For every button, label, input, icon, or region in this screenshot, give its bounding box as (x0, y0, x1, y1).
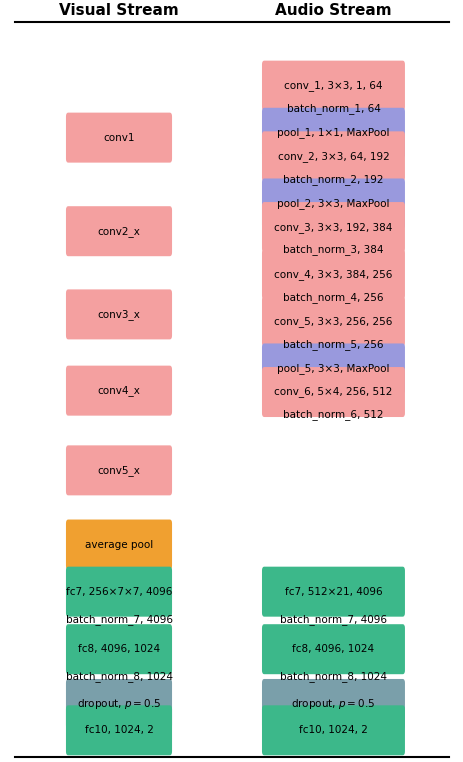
Text: batch_norm_7, 4096: batch_norm_7, 4096 (279, 614, 386, 625)
Text: fc10, 1024, 2: fc10, 1024, 2 (84, 725, 153, 735)
Text: dropout, $p = 0.5$: dropout, $p = 0.5$ (77, 697, 161, 711)
Text: fc7, 256×7×7, 4096: fc7, 256×7×7, 4096 (66, 587, 172, 597)
FancyBboxPatch shape (262, 107, 404, 158)
FancyBboxPatch shape (262, 178, 404, 229)
Text: batch_norm_7, 4096: batch_norm_7, 4096 (65, 614, 172, 625)
Text: batch_norm_4, 256: batch_norm_4, 256 (282, 292, 383, 303)
Text: conv4_x: conv4_x (97, 385, 140, 396)
FancyBboxPatch shape (262, 367, 404, 417)
Text: conv5_x: conv5_x (97, 465, 140, 475)
Text: conv_4, 3×3, 384, 256: conv_4, 3×3, 384, 256 (274, 269, 392, 280)
Text: fc8, 4096, 1024: fc8, 4096, 1024 (78, 644, 160, 655)
Text: batch_norm_1, 64: batch_norm_1, 64 (286, 103, 380, 114)
Text: batch_norm_3, 384: batch_norm_3, 384 (282, 245, 383, 255)
FancyBboxPatch shape (66, 366, 172, 415)
FancyBboxPatch shape (262, 296, 404, 346)
Text: conv_1, 3×3, 1, 64: conv_1, 3×3, 1, 64 (284, 80, 382, 91)
FancyBboxPatch shape (262, 249, 404, 299)
Text: pool_1, 1×1, MaxPool: pool_1, 1×1, MaxPool (276, 127, 389, 138)
Text: conv2_x: conv2_x (97, 226, 140, 237)
FancyBboxPatch shape (262, 202, 404, 252)
FancyBboxPatch shape (262, 344, 404, 393)
Text: fc8, 4096, 1024: fc8, 4096, 1024 (292, 644, 374, 655)
FancyBboxPatch shape (66, 706, 172, 755)
Text: pool_5, 3×3, MaxPool: pool_5, 3×3, MaxPool (276, 363, 389, 374)
Text: Visual Stream: Visual Stream (59, 3, 179, 18)
FancyBboxPatch shape (262, 567, 404, 616)
FancyBboxPatch shape (66, 290, 172, 339)
Text: dropout, $p = 0.5$: dropout, $p = 0.5$ (291, 697, 375, 711)
Text: conv_6, 5×4, 256, 512: conv_6, 5×4, 256, 512 (274, 386, 392, 398)
FancyBboxPatch shape (262, 131, 404, 181)
Text: batch_norm_2, 192: batch_norm_2, 192 (282, 174, 383, 184)
Text: conv_2, 3×3, 64, 192: conv_2, 3×3, 64, 192 (277, 151, 388, 162)
FancyBboxPatch shape (262, 61, 404, 110)
FancyBboxPatch shape (262, 706, 404, 755)
FancyBboxPatch shape (66, 113, 172, 162)
Text: average pool: average pool (85, 539, 153, 549)
Text: fc7, 512×21, 4096: fc7, 512×21, 4096 (284, 587, 382, 597)
FancyBboxPatch shape (66, 207, 172, 256)
Text: batch_norm_6, 512: batch_norm_6, 512 (282, 409, 383, 421)
FancyBboxPatch shape (262, 679, 404, 729)
Text: conv_5, 3×3, 256, 256: conv_5, 3×3, 256, 256 (274, 316, 392, 327)
Text: conv_3, 3×3, 192, 384: conv_3, 3×3, 192, 384 (274, 222, 392, 232)
Text: fc10, 1024, 2: fc10, 1024, 2 (298, 725, 367, 735)
FancyBboxPatch shape (66, 520, 172, 569)
Text: conv1: conv1 (103, 133, 134, 142)
FancyBboxPatch shape (66, 445, 172, 495)
Text: pool_2, 3×3, MaxPool: pool_2, 3×3, MaxPool (276, 198, 389, 209)
Text: batch_norm_5, 256: batch_norm_5, 256 (282, 339, 383, 350)
FancyBboxPatch shape (66, 679, 172, 729)
FancyBboxPatch shape (66, 567, 172, 616)
Text: batch_norm_8, 1024: batch_norm_8, 1024 (65, 671, 172, 683)
Text: conv3_x: conv3_x (97, 309, 140, 320)
Text: Audio Stream: Audio Stream (275, 3, 391, 18)
FancyBboxPatch shape (262, 624, 404, 674)
FancyBboxPatch shape (66, 624, 172, 674)
Text: batch_norm_8, 1024: batch_norm_8, 1024 (279, 671, 386, 683)
